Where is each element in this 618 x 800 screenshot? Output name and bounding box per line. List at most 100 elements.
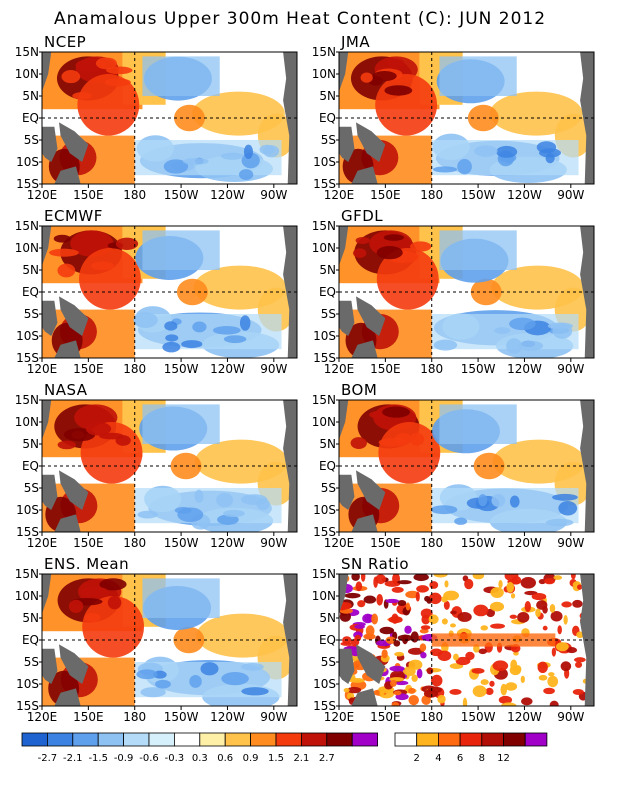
y-tick-label: 10N xyxy=(15,589,39,603)
colorbar-label: -0.6 xyxy=(139,753,159,764)
panel-ecmwf: 120E 150E 180 150W 120W 90W 15N 10N 5N EQ 5S 10S 15S… xyxy=(15,207,298,376)
land-mass xyxy=(356,470,386,510)
colorbar-swatch xyxy=(199,732,226,747)
x-tick-label: 150W xyxy=(461,536,496,550)
land-mass xyxy=(351,166,378,184)
x-tick-label: 90W xyxy=(260,710,287,724)
land-mass xyxy=(59,122,89,162)
colorbar-label: 2.7 xyxy=(319,753,335,764)
colorbar-swatch xyxy=(123,732,150,747)
x-tick-label: 120W xyxy=(507,710,542,724)
y-tick-label: 10S xyxy=(313,503,336,517)
y-tick-label: 5N xyxy=(22,263,39,277)
y-tick-label: 5S xyxy=(24,133,39,147)
y-tick-label: 10N xyxy=(15,241,39,255)
land-mass xyxy=(42,226,52,266)
x-tick-label: 120E xyxy=(324,710,355,724)
land-mass xyxy=(339,474,355,510)
x-tick-label: 150E xyxy=(73,188,104,202)
x-tick-label: 90W xyxy=(557,188,584,202)
x-tick-label: 150W xyxy=(164,710,199,724)
x-tick-label: 120E xyxy=(27,710,58,724)
x-tick-label: 150W xyxy=(164,536,199,550)
colorbar-swatch xyxy=(250,732,277,747)
y-tick-label: 15N xyxy=(312,567,336,581)
y-tick-label: 15N xyxy=(312,393,336,407)
x-tick-label: 150E xyxy=(370,536,401,550)
colorbar-label: 0.6 xyxy=(217,753,233,764)
y-tick-label: 10S xyxy=(313,677,336,691)
land-mass xyxy=(54,340,81,358)
panel-jma: 120E 150E 180 150W 120W 90W 15N 10N 5N EQ 5S 10S 15S… xyxy=(312,33,595,202)
field-shading xyxy=(42,400,297,532)
colorbar-label: 8 xyxy=(479,753,485,764)
x-tick-label: 120W xyxy=(507,362,542,376)
x-tick-label: 120W xyxy=(210,188,245,202)
land-mass xyxy=(356,296,386,336)
y-tick-label: 10N xyxy=(312,241,336,255)
x-tick-label: 150W xyxy=(164,362,199,376)
x-tick-label: 90W xyxy=(557,536,584,550)
y-tick-label: 10N xyxy=(15,67,39,81)
anomaly-colorbar: -2.7 -2.1 -1.5 -0.9 -0.6 -0.3 0.3 0.6 0.9 1.5 2.1 2… xyxy=(21,732,379,764)
y-tick-label: 15N xyxy=(15,219,39,233)
y-tick-label: 10N xyxy=(312,415,336,429)
panel-gfdl: 120E 150E 180 150W 120W 90W 15N 10N 5N EQ 5S 10S 15S… xyxy=(312,207,595,376)
colorbar-swatch xyxy=(148,732,175,747)
x-tick-label: 120E xyxy=(27,536,58,550)
panel-bom: 120E 150E 180 150W 120W 90W 15N 10N 5N EQ 5S 10S 15S… xyxy=(312,381,595,550)
colorbar-swatch xyxy=(46,732,74,747)
colorbar-label: -1.5 xyxy=(88,753,108,764)
panel-title: SN Ratio xyxy=(341,555,409,573)
land-mass xyxy=(59,296,89,336)
y-tick-label: 5N xyxy=(319,89,336,103)
x-tick-label: 120E xyxy=(27,188,58,202)
x-tick-label: 120W xyxy=(210,362,245,376)
y-tick-label: 10S xyxy=(16,329,39,343)
colorbar-swatch xyxy=(394,732,418,747)
x-tick-label: 150E xyxy=(73,536,104,550)
colorbar-swatch xyxy=(481,732,504,747)
land-mass xyxy=(356,122,386,162)
land-mass xyxy=(54,166,81,184)
y-tick-label: EQ xyxy=(22,285,39,299)
x-tick-label: 150W xyxy=(461,362,496,376)
y-tick-label: EQ xyxy=(319,285,336,299)
y-tick-label: EQ xyxy=(319,633,336,647)
land-mass xyxy=(42,648,58,684)
y-tick-label: 5S xyxy=(24,481,39,495)
y-tick-label: EQ xyxy=(22,111,39,125)
colorbar-label: -0.9 xyxy=(114,753,134,764)
x-tick-label: 150E xyxy=(370,710,401,724)
panel-ncep: 120E 150E 180 150W 120W 90W 15N 10N 5N EQ 5S 10S 15S… xyxy=(15,33,298,202)
land-mass xyxy=(339,574,349,614)
x-tick-label: 150E xyxy=(370,362,401,376)
field-shading xyxy=(339,400,594,532)
colorbar-label: 12 xyxy=(497,753,510,764)
colorbar-swatch xyxy=(524,732,548,747)
y-tick-label: 15S xyxy=(16,177,39,191)
land-mass xyxy=(339,648,355,684)
colorbar-label: -2.7 xyxy=(38,753,58,764)
x-tick-label: 120W xyxy=(507,536,542,550)
x-tick-label: 180 xyxy=(420,536,443,550)
colorbar-label: 0.9 xyxy=(243,753,259,764)
y-tick-label: 5N xyxy=(319,263,336,277)
colorbar-swatch xyxy=(300,732,328,747)
y-tick-label: 10S xyxy=(313,155,336,169)
x-tick-label: 150W xyxy=(461,710,496,724)
x-tick-label: 180 xyxy=(420,362,443,376)
x-tick-label: 120W xyxy=(507,188,542,202)
land-mass xyxy=(42,400,52,440)
land-mass xyxy=(42,574,52,614)
x-tick-label: 90W xyxy=(557,362,584,376)
colorbar-label: -0.3 xyxy=(165,753,185,764)
land-mass xyxy=(59,470,89,510)
y-tick-label: 10N xyxy=(312,589,336,603)
y-tick-label: 10S xyxy=(16,677,39,691)
y-tick-label: 15S xyxy=(313,699,336,713)
y-tick-label: 5S xyxy=(321,133,336,147)
y-tick-label: 15N xyxy=(312,45,336,59)
panel-title: NASA xyxy=(44,381,88,399)
